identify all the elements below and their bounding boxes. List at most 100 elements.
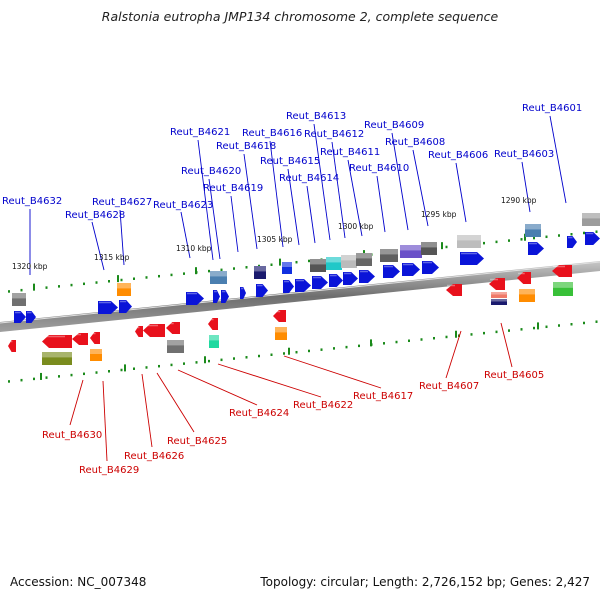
tick-dot bbox=[420, 338, 423, 341]
forward-gene-arrow bbox=[343, 272, 358, 285]
reverse-gene-arrow bbox=[446, 284, 462, 296]
tick-dot bbox=[95, 371, 98, 374]
forward-gene-arrow bbox=[256, 284, 268, 297]
gene-highlight bbox=[553, 282, 573, 288]
tick-dot bbox=[495, 240, 498, 244]
tick-dot bbox=[570, 322, 573, 326]
reverse-gene-arrow bbox=[517, 272, 531, 284]
gene-highlight bbox=[282, 262, 292, 267]
forward-gene-arrow bbox=[119, 300, 132, 313]
forward-leader-line bbox=[391, 132, 409, 231]
backbone-highlight bbox=[0, 261, 600, 324]
tick-dot bbox=[270, 263, 273, 266]
tick-dot bbox=[108, 370, 110, 373]
reverse-gene-label: Reut_B4622 bbox=[293, 400, 353, 411]
forward-leader-line bbox=[119, 209, 125, 266]
reverse-feature-box bbox=[275, 327, 287, 340]
gene-highlight bbox=[400, 245, 422, 251]
tick-dot bbox=[583, 231, 585, 235]
forward-gene-arrow bbox=[312, 276, 328, 289]
forward-leader-line bbox=[376, 175, 386, 233]
forward-gene-label: Reut_B4628 bbox=[65, 210, 125, 221]
tick-dot bbox=[83, 372, 85, 376]
tick-dot bbox=[145, 366, 148, 369]
tick-dot bbox=[595, 230, 598, 233]
forward-gene-arrow bbox=[186, 292, 204, 305]
forward-gene-label: Reut_B4603 bbox=[494, 149, 554, 160]
tick-dot bbox=[70, 373, 73, 377]
major-tick bbox=[524, 233, 526, 241]
gene-highlight bbox=[310, 259, 326, 265]
chromosome-backbone bbox=[0, 261, 600, 332]
gene-features bbox=[8, 213, 600, 365]
reverse-gene-arrow bbox=[143, 324, 165, 337]
major-tick bbox=[279, 258, 281, 266]
tick-dot bbox=[545, 325, 548, 329]
major-tick bbox=[117, 275, 119, 283]
tick-dot bbox=[533, 326, 535, 330]
forward-gene-arrow bbox=[359, 270, 375, 283]
forward-gene-arrow bbox=[213, 290, 220, 303]
gene-highlight bbox=[421, 242, 437, 248]
reverse-feature-box bbox=[553, 282, 573, 296]
forward-gene-label: Reut_B4611 bbox=[320, 147, 380, 158]
tick-dot bbox=[208, 359, 210, 363]
tick-dot bbox=[358, 344, 360, 348]
tick-dot bbox=[483, 331, 485, 335]
forward-leader-line bbox=[549, 115, 567, 204]
major-tick bbox=[370, 339, 372, 347]
reverse-feature-box bbox=[167, 340, 184, 353]
reverse-gene-label: Reut_B4629 bbox=[79, 465, 139, 476]
gene-highlight bbox=[254, 266, 266, 272]
scale-label: 1320 kbp bbox=[12, 262, 48, 271]
tick-dot bbox=[333, 347, 335, 350]
forward-feature-box bbox=[341, 255, 357, 268]
forward-leader-line bbox=[269, 140, 284, 248]
gene-highlight bbox=[326, 257, 342, 263]
tick-dot bbox=[58, 285, 60, 288]
forward-gene-label: Reut_B4601 bbox=[522, 103, 582, 114]
forward-leader-line bbox=[197, 139, 214, 261]
reverse-gene-label: Reut_B4607 bbox=[419, 381, 479, 392]
forward-gene-arrow bbox=[528, 242, 544, 255]
forward-leader-line bbox=[91, 221, 105, 271]
forward-feature-box bbox=[380, 249, 398, 262]
major-tick bbox=[441, 242, 443, 250]
tick-dot bbox=[83, 282, 85, 286]
forward-gene-arrow bbox=[26, 311, 36, 323]
tick-dot bbox=[595, 320, 598, 323]
forward-feature-box bbox=[457, 235, 481, 248]
forward-gene-label: Reut_B4618 bbox=[216, 141, 276, 152]
gene-highlight bbox=[209, 335, 219, 341]
tick-dot bbox=[45, 286, 48, 289]
major-tick bbox=[124, 364, 126, 372]
forward-feature-box bbox=[400, 245, 422, 258]
major-tick bbox=[537, 322, 539, 330]
tick-dot bbox=[183, 272, 185, 275]
tick-dot bbox=[120, 278, 123, 282]
reverse-gene-arrow bbox=[135, 326, 143, 337]
forward-feature-box bbox=[12, 293, 26, 306]
forward-gene-arrow bbox=[383, 265, 400, 278]
gene-highlight bbox=[356, 253, 372, 259]
gene-highlight bbox=[519, 289, 535, 295]
forward-feature-box bbox=[582, 213, 600, 226]
tick-dot bbox=[520, 328, 523, 331]
forward-gene-arrow bbox=[240, 287, 246, 299]
tick-dot bbox=[508, 239, 510, 242]
tick-dot bbox=[8, 290, 10, 293]
accession-text: Accession: NC_007348 bbox=[10, 575, 147, 589]
forward-gene-arrow bbox=[460, 252, 484, 265]
gene-highlight bbox=[457, 235, 481, 241]
reverse-gene-arrow bbox=[273, 310, 286, 322]
label-leaders bbox=[29, 115, 567, 462]
tick-dot bbox=[120, 368, 123, 372]
scale-label: 1305 kbp bbox=[257, 235, 293, 244]
reverse-leader-line bbox=[445, 330, 462, 379]
forward-feature-box bbox=[117, 283, 131, 296]
reverse-gene-arrow bbox=[90, 332, 100, 344]
forward-gene-label: Reut_B4621 bbox=[170, 127, 230, 138]
tick-dot bbox=[408, 339, 410, 343]
forward-gene-label: Reut_B4623 bbox=[153, 200, 213, 211]
